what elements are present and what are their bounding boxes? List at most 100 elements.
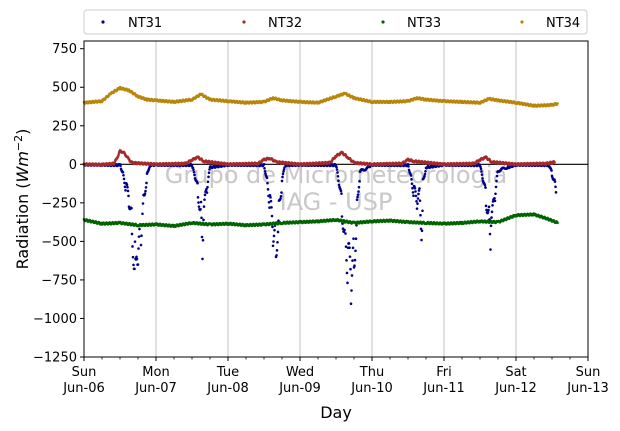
x-tick-date: Jun-12 [494, 381, 537, 396]
legend-label-nt31: NT31 [128, 16, 162, 31]
data-point [349, 267, 352, 271]
legend-marker-nt34 [520, 20, 524, 24]
data-point [130, 206, 133, 210]
data-point [418, 187, 421, 190]
data-point [145, 181, 148, 185]
data-point [485, 208, 488, 212]
data-point [347, 242, 351, 245]
data-point [346, 281, 349, 285]
data-point [279, 195, 283, 198]
data-point [272, 234, 276, 238]
data-point [206, 185, 209, 189]
data-point [414, 190, 417, 193]
data-point [554, 185, 557, 189]
data-point [344, 232, 347, 235]
data-point [282, 168, 286, 171]
data-point [133, 240, 137, 243]
legend-label-nt33: NT33 [407, 16, 441, 31]
data-point [201, 238, 205, 242]
watermark-line-2: IAG - USP [280, 188, 393, 216]
data-point [483, 183, 487, 187]
data-point [203, 198, 206, 201]
data-point [413, 186, 417, 190]
y-tick-label: 750 [52, 42, 77, 57]
data-point [350, 274, 354, 277]
data-point [199, 207, 202, 211]
x-tick-day: Sun [576, 365, 601, 380]
data-point [345, 271, 349, 275]
x-tick-date: Jun-09 [278, 381, 321, 396]
data-point [143, 192, 147, 196]
data-point [554, 191, 558, 194]
data-point [553, 161, 556, 164]
data-point [415, 207, 419, 210]
y-tick-label: 0 [69, 158, 77, 173]
x-tick-day: Thu [359, 365, 384, 380]
y-tick-label: −750 [41, 273, 77, 288]
series-nt32 [82, 149, 556, 167]
data-point [423, 172, 427, 176]
data-point [121, 170, 125, 174]
data-point [200, 216, 203, 220]
data-point [416, 197, 420, 200]
x-tick-date: Jun-10 [350, 381, 393, 396]
data-point [122, 173, 125, 177]
legend-label-nt32: NT32 [268, 16, 302, 31]
data-point [411, 186, 414, 190]
data-point [268, 206, 271, 209]
data-point [272, 240, 275, 243]
y-tick-label: −1000 [33, 312, 77, 327]
data-point [192, 168, 195, 172]
data-point [269, 196, 272, 199]
x-tick-day: Sat [505, 365, 526, 380]
data-point [349, 302, 353, 306]
data-point [490, 210, 494, 214]
data-point [276, 230, 280, 234]
data-point [270, 206, 273, 209]
data-point [481, 177, 484, 180]
data-point [281, 175, 284, 179]
data-point [419, 227, 423, 231]
data-point [273, 228, 276, 232]
data-point [141, 212, 144, 216]
x-tick-date: Jun-11 [422, 381, 465, 396]
data-point [140, 234, 143, 238]
x-tick-date: Jun-13 [566, 381, 609, 396]
data-point [133, 267, 136, 271]
data-point [197, 205, 201, 208]
data-point [490, 216, 493, 219]
data-point [424, 169, 427, 173]
data-point [202, 205, 206, 208]
data-point [280, 191, 283, 194]
data-point [357, 190, 360, 193]
data-point [486, 210, 490, 214]
data-point [196, 196, 200, 199]
data-point [484, 204, 488, 208]
data-point [495, 179, 498, 183]
data-point [348, 255, 352, 258]
data-point [126, 185, 129, 189]
data-point [205, 191, 209, 194]
legend: NT31 NT32 NT33 NT34 [83, 9, 588, 35]
data-point [412, 194, 415, 198]
y-axis-label: Radiation (Wm−2) [12, 129, 32, 270]
data-point [276, 240, 279, 244]
data-point [336, 171, 339, 174]
data-point [487, 208, 490, 212]
data-point [137, 247, 140, 250]
data-point [144, 189, 147, 193]
data-point [340, 215, 344, 218]
data-point [282, 170, 285, 173]
data-point [337, 183, 341, 187]
data-point [144, 186, 148, 189]
data-point [119, 164, 122, 167]
data-point [201, 257, 204, 261]
x-tick-date: Jun-07 [134, 381, 177, 396]
data-point [141, 202, 145, 205]
legend-marker-nt32 [242, 20, 246, 24]
data-point [271, 244, 275, 248]
data-point [335, 165, 338, 169]
x-tick-day: Tue [216, 365, 239, 380]
data-point [491, 204, 494, 207]
data-point [283, 166, 286, 169]
